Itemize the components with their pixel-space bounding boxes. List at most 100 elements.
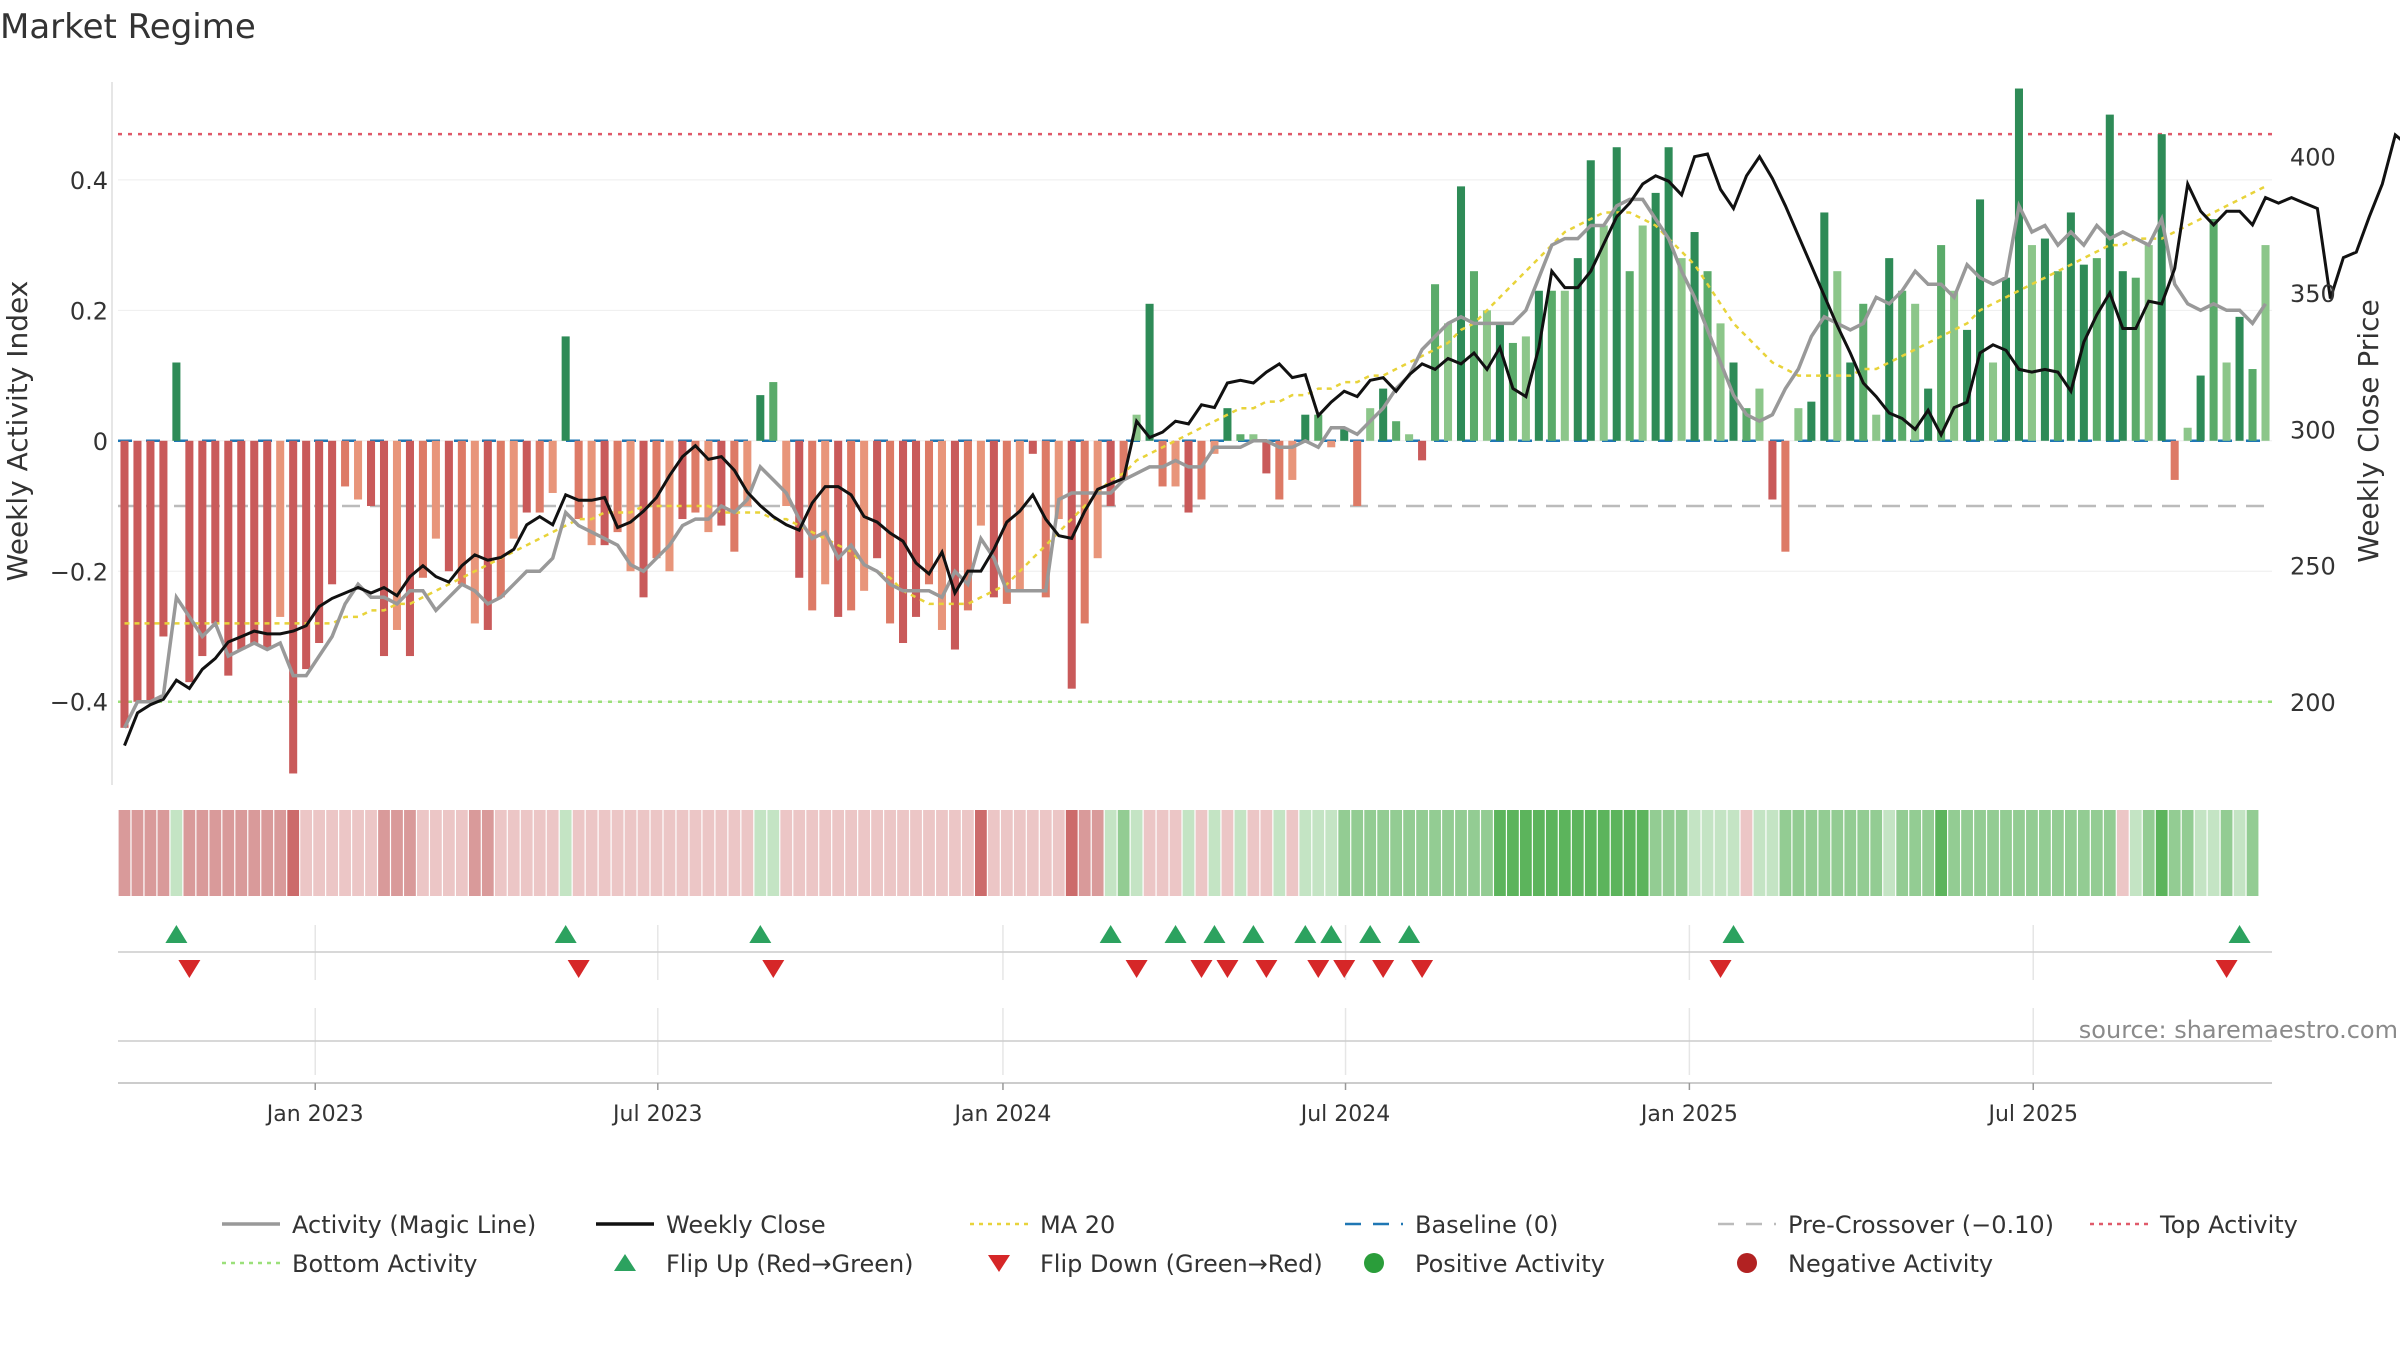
activity-bar bbox=[419, 441, 427, 578]
legend-swatch bbox=[1737, 1253, 1757, 1273]
activity-bar bbox=[1548, 291, 1556, 441]
regime-cell bbox=[1767, 810, 1779, 896]
regime-cell bbox=[1728, 810, 1740, 896]
activity-bar bbox=[328, 441, 336, 585]
activity-bar bbox=[276, 441, 284, 617]
activity-bar bbox=[1457, 186, 1465, 440]
regime-cell bbox=[378, 810, 390, 896]
regime-cell bbox=[469, 810, 481, 896]
regime-cell bbox=[599, 810, 611, 896]
activity-bar bbox=[951, 441, 959, 650]
activity-bar bbox=[1833, 271, 1841, 441]
regime-cell bbox=[1105, 810, 1117, 896]
activity-bar bbox=[1600, 226, 1608, 441]
regime-cell bbox=[2104, 810, 2116, 896]
activity-bar bbox=[510, 441, 518, 539]
flip-down-marker bbox=[1710, 960, 1732, 978]
activity-bar bbox=[523, 441, 531, 513]
regime-cell bbox=[910, 810, 922, 896]
regime-cell bbox=[741, 810, 753, 896]
activity-bar bbox=[1444, 323, 1452, 440]
activity-bar bbox=[821, 441, 829, 585]
regime-cell bbox=[2091, 810, 2103, 896]
regime-cell bbox=[222, 810, 234, 896]
regime-cell bbox=[1351, 810, 1363, 896]
legend-label: Baseline (0) bbox=[1415, 1211, 1558, 1239]
regime-cell bbox=[326, 810, 338, 896]
activity-bar bbox=[2145, 245, 2153, 441]
regime-cell bbox=[586, 810, 598, 896]
regime-cell bbox=[1741, 810, 1753, 896]
regime-cell bbox=[1014, 810, 1026, 896]
activity-bar bbox=[1405, 434, 1413, 441]
activity-bar bbox=[211, 441, 219, 624]
regime-cell bbox=[1312, 810, 1324, 896]
regime-cell bbox=[171, 810, 183, 896]
y2-tick-label: 400 bbox=[2290, 144, 2336, 172]
regime-cell bbox=[1533, 810, 1545, 896]
flip-down-marker bbox=[1307, 960, 1329, 978]
flip-down-marker bbox=[568, 960, 590, 978]
legend-label: Activity (Magic Line) bbox=[292, 1211, 536, 1239]
regime-cell bbox=[365, 810, 377, 896]
regime-cell bbox=[1987, 810, 1999, 896]
flip-down-marker bbox=[178, 960, 200, 978]
activity-bar bbox=[120, 441, 128, 728]
activity-bar bbox=[717, 441, 725, 526]
y-tick-label: −0.4 bbox=[50, 689, 108, 717]
regime-cell bbox=[352, 810, 364, 896]
activity-bar bbox=[432, 441, 440, 539]
activity-bar bbox=[1496, 323, 1504, 440]
activity-bar bbox=[1781, 441, 1789, 552]
regime-cell bbox=[274, 810, 286, 896]
regime-cell bbox=[612, 810, 624, 896]
activity-bar bbox=[302, 441, 310, 669]
regime-cell bbox=[1092, 810, 1104, 896]
activity-bar bbox=[1223, 408, 1231, 441]
activity-bar bbox=[445, 441, 453, 571]
activity-bar bbox=[367, 441, 375, 506]
activity-bar bbox=[1262, 441, 1270, 474]
activity-bar bbox=[497, 441, 505, 598]
activity-bar bbox=[549, 441, 557, 493]
legend-swatch bbox=[988, 1255, 1010, 1272]
regime-cell bbox=[1909, 810, 1921, 896]
regime-cell bbox=[1792, 810, 1804, 896]
activity-bar bbox=[1081, 441, 1089, 624]
y-tick-label: 0.2 bbox=[70, 297, 108, 325]
regime-cell bbox=[1248, 810, 1260, 896]
regime-cell bbox=[2182, 810, 2194, 896]
regime-cell bbox=[1896, 810, 1908, 896]
activity-bar bbox=[1379, 389, 1387, 441]
regime-cell bbox=[2143, 810, 2155, 896]
flip-up-marker bbox=[1723, 925, 1745, 943]
regime-cell bbox=[1157, 810, 1169, 896]
y2-tick-label: 200 bbox=[2290, 689, 2336, 717]
activity-bar bbox=[627, 441, 635, 571]
x-tick-label: Jul 2024 bbox=[1299, 1102, 1391, 1127]
activity-bar bbox=[146, 441, 154, 702]
regime-cell bbox=[923, 810, 935, 896]
regime-cell bbox=[1131, 810, 1143, 896]
regime-cell bbox=[1209, 810, 1221, 896]
activity-bar bbox=[1483, 310, 1491, 440]
regime-cell bbox=[183, 810, 195, 896]
activity-bar bbox=[172, 363, 180, 441]
regime-cell bbox=[2039, 810, 2051, 896]
legend-item: Flip Down (Green→Red) bbox=[988, 1250, 1323, 1278]
regime-cell bbox=[1624, 810, 1636, 896]
regime-cell bbox=[1805, 810, 1817, 896]
regime-strip bbox=[119, 810, 2259, 896]
activity-bar bbox=[185, 441, 193, 682]
legend-item: Activity (Magic Line) bbox=[222, 1211, 536, 1239]
regime-cell bbox=[1286, 810, 1298, 896]
regime-cell bbox=[1546, 810, 1558, 896]
legend-label: Negative Activity bbox=[1788, 1250, 1993, 1278]
x-tick-label: Jan 2024 bbox=[953, 1102, 1052, 1127]
activity-bar bbox=[2054, 271, 2062, 441]
activity-bar bbox=[691, 441, 699, 513]
flip-down-marker bbox=[2216, 960, 2238, 978]
activity-bar bbox=[354, 441, 362, 500]
activity-bar bbox=[1820, 212, 1828, 440]
regime-cell bbox=[339, 810, 351, 896]
